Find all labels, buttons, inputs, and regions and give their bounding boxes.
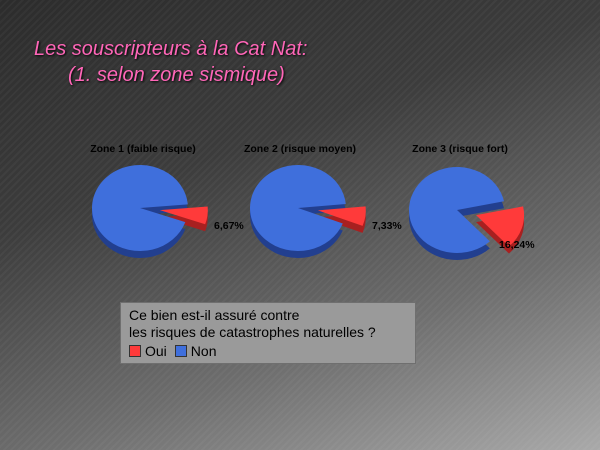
- pie-slice-oui-zone-2: [317, 206, 366, 226]
- legend-items: Oui Non: [129, 343, 224, 359]
- pie-slice-non-zone-1: [91, 165, 188, 252]
- legend-question-line-1: Ce bien est-il assuré contre: [129, 307, 300, 323]
- legend-label-non: Non: [190, 343, 217, 359]
- pie-body-zone-2: [250, 164, 366, 258]
- pie-title-zone-3: Zone 3 (risque fort): [412, 143, 508, 155]
- legend-swatch-non: [174, 345, 187, 357]
- pie-slice-non-zone-2: [250, 164, 346, 251]
- legend-box: Ce bien est-il assuré contre les risques…: [120, 302, 416, 364]
- pie-slice-oui-zone-1: [159, 206, 208, 225]
- slice-label-zone-2: 7,33%: [372, 220, 402, 232]
- pie-slice-non-zone-3: [408, 167, 504, 254]
- pie-zone-3: Zone 3 (risque fort) 16,24%: [408, 143, 535, 261]
- pie-body-zone-3: [408, 167, 525, 261]
- legend-swatch-oui: [129, 345, 141, 357]
- pie-zone-1: Zone 1 (faible risque) 6,67%: [90, 143, 244, 259]
- pie-title-zone-2: Zone 2 (risque moyen): [244, 143, 356, 155]
- legend-question-line-2: les risques de catastrophes naturelles ?: [129, 324, 376, 340]
- pie-slice-oui-zone-3: [476, 206, 525, 247]
- slice-label-zone-1: 6,67%: [214, 220, 244, 232]
- pie-zone-2: Zone 2 (risque moyen) 7,33%: [244, 143, 402, 258]
- slice-label-zone-3: 16,24%: [499, 239, 535, 251]
- title-line-1: Les souscripteurs à la Cat Nat:: [34, 38, 308, 60]
- pie-title-zone-1: Zone 1 (faible risque): [90, 143, 196, 155]
- pie-body-zone-1: [91, 165, 208, 259]
- title-line-2: (1. selon zone sismique): [68, 64, 285, 86]
- legend-label-oui: Oui: [145, 343, 167, 359]
